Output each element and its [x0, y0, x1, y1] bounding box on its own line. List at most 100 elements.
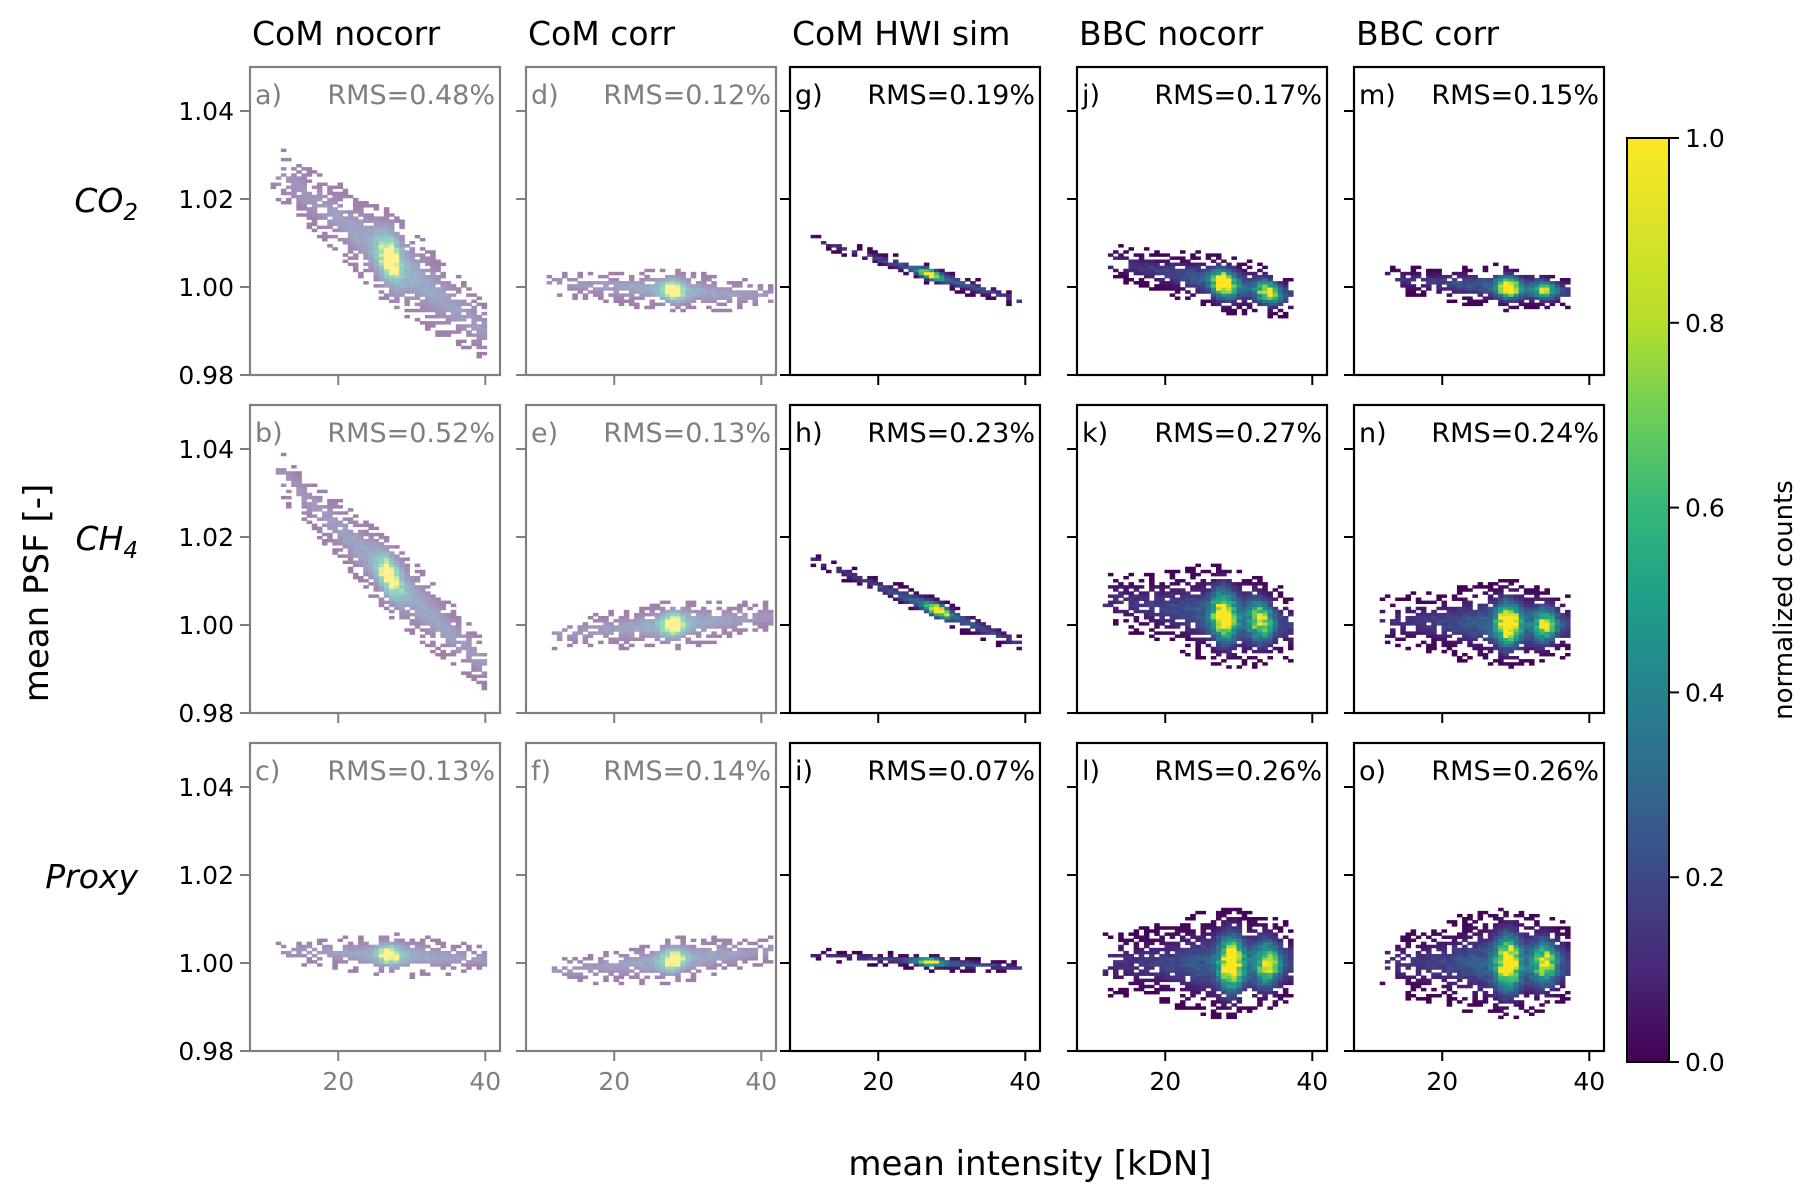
heatmap-cell [608, 622, 614, 626]
heatmap-cell [995, 628, 1002, 632]
heatmap-cell [363, 262, 369, 267]
heatmap-cell [613, 963, 620, 967]
heatmap-cell [409, 597, 416, 601]
heatmap-cell [1262, 588, 1268, 592]
heatmap-cell [1226, 609, 1232, 614]
heatmap-cell [1518, 622, 1525, 626]
heatmap-cell [670, 277, 676, 282]
heatmap-cell [1138, 960, 1145, 964]
heatmap-cell [908, 966, 914, 970]
heatmap-cell [306, 520, 313, 524]
heatmap-cell [1174, 926, 1181, 930]
heatmap-cell [481, 963, 488, 967]
heatmap-cell [1257, 268, 1263, 273]
heatmap-cell [419, 953, 426, 958]
heatmap-cell [1246, 615, 1253, 620]
heatmap-cell [762, 953, 769, 958]
heatmap-cell [1154, 987, 1160, 992]
heatmap-cell [1565, 622, 1571, 626]
heatmap-cell [1200, 281, 1207, 285]
heatmap-cell [675, 966, 681, 970]
heatmap-cell [1262, 646, 1268, 651]
heatmap-cell [352, 957, 359, 961]
heatmap-cell [1492, 646, 1499, 651]
heatmap-cell [316, 185, 323, 190]
heatmap-cell [639, 296, 645, 300]
heatmap-cell [337, 938, 344, 943]
heatmap-cell [394, 932, 400, 936]
heatmap-cell [970, 290, 976, 294]
heatmap-cell [872, 253, 878, 257]
heatmap-cell [675, 963, 681, 967]
heatmap-cell [923, 262, 930, 267]
heatmap-cell [430, 947, 436, 952]
heatmap-cell [1523, 619, 1530, 623]
heatmap-cell [887, 953, 894, 958]
heatmap-cell [954, 277, 961, 282]
heatmap-cell [1426, 284, 1432, 288]
heatmap-cell [1143, 935, 1150, 939]
heatmap-cell [737, 302, 743, 307]
heatmap-cell [898, 953, 904, 958]
heatmap-cell [1154, 594, 1160, 598]
heatmap-cell [1200, 625, 1207, 629]
heatmap-cell [342, 538, 349, 543]
heatmap-cell [388, 941, 395, 946]
heatmap-cell [1241, 628, 1248, 632]
heatmap-cells [810, 554, 1023, 651]
heatmap-cell [685, 625, 692, 629]
heatmap-cell [747, 619, 753, 623]
heatmap-cell [471, 293, 477, 297]
heatmap-cell [1231, 268, 1237, 273]
heatmap-cell [970, 287, 976, 291]
heatmap-cell [394, 296, 400, 300]
heatmap-cell [327, 535, 333, 540]
heatmap-cell [1272, 290, 1279, 294]
heatmap-cell [378, 557, 385, 561]
heatmap-cell [1215, 284, 1222, 288]
heatmap-cell [425, 327, 431, 331]
heatmap-cell [654, 612, 661, 617]
heatmap-cell [1262, 606, 1268, 611]
heatmap-cell [1554, 281, 1561, 285]
heatmap-cell [1169, 274, 1176, 279]
heatmap-cell [373, 560, 380, 565]
heatmap-cell [368, 259, 374, 263]
heatmap-cell [618, 963, 625, 967]
heatmap-cell [419, 606, 426, 611]
heatmap-cell [1174, 975, 1181, 980]
heatmap-cell [928, 277, 935, 282]
heatmap-cell [1221, 281, 1227, 285]
heatmap-cell [670, 615, 676, 620]
heatmap-cell [327, 200, 333, 205]
heatmap-cell [1395, 268, 1401, 273]
heatmap-cell [394, 960, 400, 964]
heatmap-cell [306, 960, 313, 964]
heatmap-cell [461, 339, 467, 344]
heatmap-cell [383, 271, 390, 276]
heatmap-cell [1277, 281, 1284, 285]
heatmap-cell [670, 969, 676, 973]
heatmap-cell [419, 957, 426, 961]
heatmap-cell [1508, 305, 1514, 310]
heatmap-cell [1231, 277, 1237, 282]
heatmap-cell [1164, 966, 1171, 970]
heatmap-cell [1456, 585, 1463, 589]
heatmap-cell [466, 308, 472, 313]
heatmap-cell [1503, 308, 1509, 313]
heatmap-cell [404, 262, 410, 267]
heatmap-cell [731, 628, 738, 632]
heatmap-cell [1143, 984, 1150, 989]
heatmap-cell [1559, 293, 1566, 297]
heatmap-cell [1262, 582, 1268, 586]
heatmap-cell [1267, 305, 1273, 310]
heatmap-cell [546, 281, 553, 285]
heatmap-cell [1436, 622, 1442, 626]
heatmap-cell [701, 284, 707, 288]
heatmap-cell [1487, 293, 1494, 297]
heatmap-cell [347, 953, 354, 958]
heatmap-cell [291, 167, 297, 171]
heatmap-cell [726, 950, 733, 955]
heatmap-cell [461, 671, 467, 675]
heatmap-cell [711, 640, 717, 645]
